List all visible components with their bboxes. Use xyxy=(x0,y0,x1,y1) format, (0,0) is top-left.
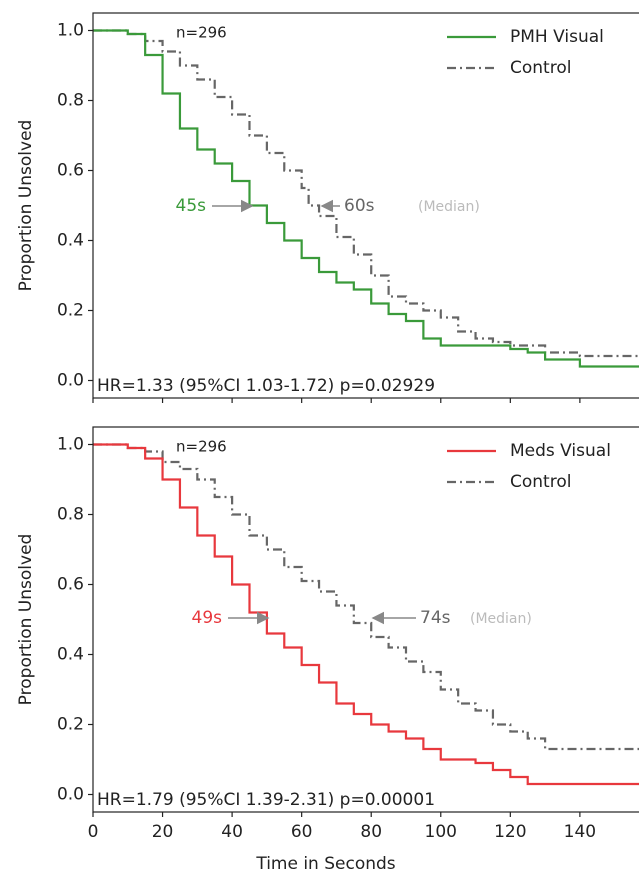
x-tick-label: 140 xyxy=(564,822,596,842)
x-tick-label: 60 xyxy=(291,822,313,842)
y-tick-label: 0.6 xyxy=(57,161,84,181)
y-tick-label: 1.0 xyxy=(57,21,84,41)
axes-frame xyxy=(92,12,639,399)
legend-label: PMH Visual xyxy=(510,27,604,47)
survival-curve xyxy=(93,29,639,358)
axes-frame xyxy=(92,426,639,813)
annotation: (Median) xyxy=(470,611,532,627)
annotation: 60s xyxy=(344,196,375,216)
survival-curve xyxy=(93,443,639,751)
y-tick-label: 0.6 xyxy=(57,575,84,595)
y-tick-label: 0.4 xyxy=(57,231,84,251)
annotation: 49s xyxy=(192,608,223,628)
x-tick-label: 20 xyxy=(152,822,174,842)
legend-label: Meds Visual xyxy=(510,441,611,461)
annotation: 74s xyxy=(420,608,451,628)
y-axis-label: Proportion Unsolved xyxy=(16,534,36,706)
y-tick-label: 0.2 xyxy=(57,301,84,321)
legend-label: Control xyxy=(510,58,571,78)
annotation: HR=1.33 (95%CI 1.03-1.72) p=0.02929 xyxy=(97,376,435,396)
y-tick-label: 0.8 xyxy=(57,505,84,525)
annotation: (Median) xyxy=(418,199,480,215)
y-tick-label: 1.0 xyxy=(57,435,84,455)
y-axis-label: Proportion Unsolved xyxy=(16,120,36,292)
annotation: n=296 xyxy=(176,438,227,456)
survival-curve xyxy=(93,443,639,786)
annotation: n=296 xyxy=(176,24,227,42)
x-tick-label: 80 xyxy=(360,822,382,842)
y-tick-label: 0.0 xyxy=(57,785,84,805)
y-tick-label: 0.8 xyxy=(57,91,84,111)
legend-label: Control xyxy=(510,472,571,492)
x-tick-label: 0 xyxy=(88,822,99,842)
y-tick-label: 0.2 xyxy=(57,715,84,735)
annotation: HR=1.79 (95%CI 1.39-2.31) p=0.00001 xyxy=(97,790,435,810)
annotation: 45s xyxy=(176,196,207,216)
y-tick-label: 0.4 xyxy=(57,645,84,665)
x-tick-label: 40 xyxy=(221,822,243,842)
x-tick-label: 100 xyxy=(425,822,457,842)
x-tick-label: 120 xyxy=(494,822,526,842)
x-axis-label: Time in Seconds xyxy=(255,854,395,874)
y-tick-label: 0.0 xyxy=(57,371,84,391)
survival-curve xyxy=(93,29,639,368)
